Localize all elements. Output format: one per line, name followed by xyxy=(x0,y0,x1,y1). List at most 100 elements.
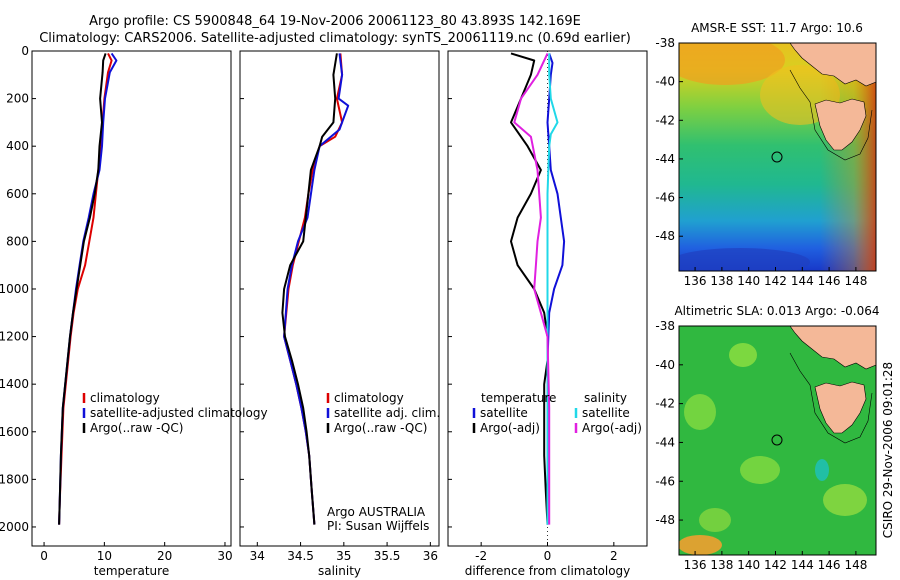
map-x-tick-label: 140 xyxy=(737,274,760,288)
temperature-plot: 0 10 20 30 0 200 400 600 800 1000 1200 1400 1600 1800… xyxy=(0,44,268,578)
x-tick-label: 10 xyxy=(97,549,112,563)
y-tick-label: 800 xyxy=(6,234,29,248)
salinity-panel-frame xyxy=(239,50,440,547)
x-tick-label: 30 xyxy=(217,549,232,563)
sla-light-2 xyxy=(684,394,716,430)
legend-label: climatology xyxy=(90,391,160,405)
map-y-tick-label: -38 xyxy=(655,36,675,50)
sla-map: Altimetric SLA: 0.013 Argo: -0.064 136 13… xyxy=(655,304,879,572)
y-tick-label: 400 xyxy=(6,139,29,153)
sst-tasmania xyxy=(814,98,867,151)
temperature-panel-frame xyxy=(31,50,232,547)
x-tick-label: 36 xyxy=(423,549,438,563)
map-x-tick-label: 136 xyxy=(684,558,707,572)
map-x-tick-label: 142 xyxy=(764,558,787,572)
x-tick-label: 34.5 xyxy=(287,549,314,563)
map-y-tick-label: -46 xyxy=(655,191,675,205)
title-line-1: Argo profile: CS 5900848_64 19-Nov-2006 … xyxy=(89,14,581,29)
y-tick-label: 1600 xyxy=(0,425,29,439)
map-x-tick-label: 136 xyxy=(684,274,707,288)
map-y-tick-label: -48 xyxy=(655,513,675,527)
annotation-text: PI: Susan Wijffels xyxy=(327,519,429,533)
sst-cold-south xyxy=(679,248,810,271)
sla-orange xyxy=(679,535,722,555)
y-tick-label: 1800 xyxy=(0,472,29,486)
sst-shelf-contour xyxy=(789,69,873,161)
map-x-tick-label: 138 xyxy=(710,558,733,572)
sst-argo-marker xyxy=(771,151,783,163)
x-axis-label: temperature xyxy=(94,564,169,578)
x-tick-label: -2 xyxy=(475,549,487,563)
x-tick-label: 35.5 xyxy=(374,549,401,563)
map-y-tick-label: -46 xyxy=(655,474,675,488)
sla-light-3 xyxy=(740,456,780,484)
map-y-tick-label: -40 xyxy=(655,358,675,372)
legend-label: satellite xyxy=(480,406,528,420)
map-x-tick-label: 144 xyxy=(791,274,814,288)
legend-label: satellite xyxy=(582,406,630,420)
sla-cyan xyxy=(815,459,829,481)
x-tick-label: 0 xyxy=(544,549,552,563)
map-y-tick-label: -42 xyxy=(655,397,675,411)
y-tick-label: 1200 xyxy=(0,330,29,344)
sla-mainland xyxy=(789,326,876,370)
series-line-satellite-adj-clim- xyxy=(283,53,350,525)
map-y-tick-label: -38 xyxy=(655,319,675,333)
side-timestamp-label: CSIRO 29-Nov-2006 09:01:28 xyxy=(881,362,895,538)
salinity-plot: 34 34.5 35 35.5 36 salinity climatologysatelli… xyxy=(240,50,440,578)
map-x-tick-label: 138 xyxy=(710,274,733,288)
legend-label: climatology xyxy=(334,391,404,405)
legend-label: satellite adj. clim. xyxy=(334,406,440,420)
x-tick-label: 35 xyxy=(336,549,351,563)
y-tick-label: 600 xyxy=(6,187,29,201)
title-line-2: Climatology: CARS2006. Satellite-adjuste… xyxy=(39,31,631,46)
x-tick-label: 34 xyxy=(250,549,265,563)
sst-map-frame xyxy=(678,42,877,272)
legend-heading: temperature xyxy=(481,391,556,405)
sla-shelf-contour xyxy=(789,352,873,444)
series-line-salinity-argo-adj- xyxy=(513,52,551,525)
x-tick-label: 2 xyxy=(610,549,618,563)
legend-label: Argo(..raw -QC) xyxy=(334,421,427,435)
map-y-tick-label: -44 xyxy=(655,435,675,449)
map-x-tick-label: 146 xyxy=(818,274,841,288)
x-axis-label: salinity xyxy=(318,564,361,578)
sla-tasmania xyxy=(814,381,867,434)
map-x-tick-label: 146 xyxy=(818,558,841,572)
legend-label: Argo(-adj) xyxy=(582,421,642,435)
sst-mainland xyxy=(789,43,876,87)
sla-light-5 xyxy=(699,508,731,532)
legend-heading: salinity xyxy=(584,391,627,405)
series-line-argo-raw-qc- xyxy=(281,53,338,525)
map-x-tick-label: 148 xyxy=(844,558,867,572)
legend-label: Argo(-adj) xyxy=(480,421,540,435)
y-tick-label: 200 xyxy=(6,92,29,106)
x-tick-label: 0 xyxy=(40,549,48,563)
y-tick-label: 0 xyxy=(21,44,29,58)
annotation-text: Argo AUSTRALIA xyxy=(327,505,426,519)
series-line-climatology xyxy=(283,53,344,525)
map-x-tick-label: 142 xyxy=(764,274,787,288)
sla-light-4 xyxy=(823,484,867,516)
x-axis-label: difference from climatology xyxy=(465,564,631,578)
legend-label: satellite-adjusted climatology xyxy=(90,406,268,420)
legend-label: Argo(..raw -QC) xyxy=(90,421,183,435)
map-y-tick-label: -40 xyxy=(655,75,675,89)
sst-warm-northwest xyxy=(679,43,785,85)
sla-light-1 xyxy=(729,343,757,367)
series-line-argo-raw-qc- xyxy=(58,53,107,525)
series-line-salinity-satellite xyxy=(546,53,559,525)
sla-map-frame xyxy=(678,325,877,556)
map-y-tick-label: -48 xyxy=(655,229,675,243)
map-x-tick-label: 148 xyxy=(844,274,867,288)
sla-argo-marker xyxy=(771,434,783,446)
map-y-tick-label: -42 xyxy=(655,113,675,127)
y-tick-label: 2000 xyxy=(0,520,29,534)
map-y-tick-label: -44 xyxy=(655,152,675,166)
series-line-satellite-adjusted-climatology xyxy=(58,52,118,525)
y-tick-label: 1400 xyxy=(0,377,29,391)
y-tick-label: 1000 xyxy=(0,282,29,296)
map-x-tick-label: 144 xyxy=(791,558,814,572)
